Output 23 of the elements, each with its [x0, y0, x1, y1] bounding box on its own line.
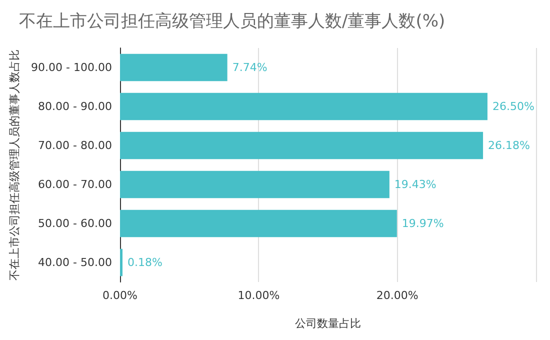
- bar: [120, 92, 488, 120]
- data-label: 19.97%: [402, 217, 444, 230]
- bar: [120, 132, 484, 160]
- data-label: 26.50%: [492, 100, 534, 113]
- y-tick-label: 40.00 - 50.00: [38, 256, 112, 269]
- data-label: 0.18%: [127, 256, 162, 269]
- bar: [120, 54, 228, 82]
- y-axis-title: 不在上市公司担任高级管理人员的董事人数占比: [8, 50, 21, 280]
- chart-title: 不在上市公司担任高级管理人员的董事人数/董事人数(%): [19, 12, 446, 32]
- x-tick-label: 20.00%: [376, 289, 418, 302]
- y-tick-label: 80.00 - 90.00: [38, 100, 112, 113]
- y-tick-label: 60.00 - 70.00: [38, 178, 112, 191]
- x-tick-label: 10.00%: [238, 289, 280, 302]
- bar: [120, 210, 397, 238]
- data-label: 26.18%: [488, 139, 530, 152]
- y-tick-label: 90.00 - 100.00: [31, 61, 112, 74]
- data-label: 7.74%: [232, 61, 268, 74]
- x-tick-label: 0.00%: [102, 289, 138, 302]
- y-tick-label: 70.00 - 80.00: [38, 139, 112, 152]
- x-axis-title: 公司数量占比: [295, 317, 361, 330]
- data-label: 19.43%: [394, 178, 436, 191]
- bar: [120, 170, 390, 198]
- y-tick-label: 50.00 - 60.00: [38, 217, 112, 230]
